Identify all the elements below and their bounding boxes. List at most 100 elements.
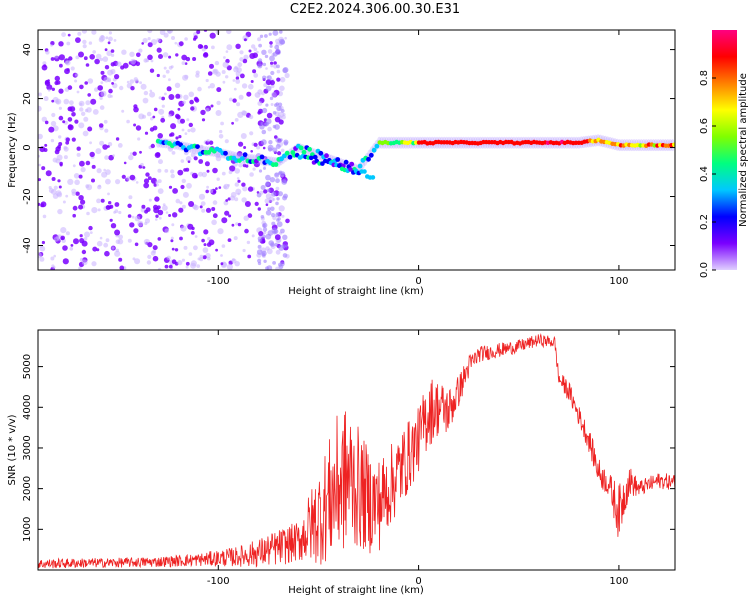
noise-dot: [279, 76, 286, 83]
noise-dot: [262, 62, 267, 67]
noise-dot: [212, 213, 218, 219]
noise-dot: [140, 83, 147, 90]
noise-dot: [133, 104, 138, 109]
noise-dot: [265, 103, 269, 107]
noise-dot: [190, 260, 197, 267]
noise-dot: [149, 68, 155, 73]
noise-dot: [147, 42, 153, 48]
noise-dot: [272, 147, 278, 153]
noise-dot: [76, 90, 80, 94]
noise-dot: [68, 56, 73, 61]
noise-dot: [70, 66, 75, 71]
noise-dot: [88, 225, 93, 231]
noise-dot: [114, 250, 121, 257]
noise-dot: [226, 263, 233, 270]
noise-dot: [234, 118, 239, 122]
noise-dot: [256, 50, 259, 54]
y-tick-label: -40: [22, 237, 33, 253]
noise-dot: [279, 30, 283, 34]
noise-dot: [115, 179, 121, 185]
noise-dot: [141, 42, 144, 45]
noise-dot: [282, 234, 288, 240]
noise-dot: [167, 30, 173, 34]
noise-dot: [105, 178, 111, 185]
noise-dot: [216, 177, 220, 181]
colorbar-tick-label: 0.0: [699, 262, 710, 278]
noise-dot: [46, 84, 53, 91]
noise-dot: [204, 161, 210, 167]
noise-dot: [100, 90, 107, 97]
noise-dot: [280, 39, 286, 45]
noise-dot: [231, 121, 235, 125]
noise-dot: [139, 150, 142, 154]
noise-dot: [79, 107, 84, 112]
noise-dot: [55, 98, 62, 105]
noise-dot: [263, 259, 267, 263]
noise-dot: [56, 154, 63, 161]
noise-dot: [243, 38, 247, 42]
noise-dot: [48, 126, 55, 133]
noise-dot: [269, 177, 276, 183]
spectral-peak: [672, 142, 675, 147]
x-tick-label: -100: [207, 276, 230, 287]
noise-dot: [271, 221, 276, 226]
noise-dot: [235, 43, 241, 49]
noise-dot: [163, 32, 169, 38]
noise-dot: [251, 234, 255, 238]
noise-dot: [123, 161, 127, 165]
noise-dot: [194, 174, 198, 179]
noise-dot: [82, 130, 89, 137]
noise-dot: [257, 37, 262, 42]
noise-dot: [168, 113, 172, 118]
noise-dot: [207, 71, 213, 76]
noise-dot: [158, 54, 163, 59]
noise-dot: [277, 191, 283, 197]
noise-dot: [265, 85, 272, 92]
noise-dot: [263, 230, 267, 235]
noise-dot: [104, 155, 109, 160]
noise-dot: [274, 242, 279, 247]
noise-dot: [110, 62, 116, 67]
x-tick-label: 100: [609, 576, 628, 587]
noise-dot: [240, 73, 245, 79]
spectral-peak: [366, 156, 371, 162]
noise-dot: [264, 54, 269, 59]
noise-dot: [276, 77, 281, 82]
noise-dot: [242, 186, 248, 192]
noise-dot: [205, 78, 209, 83]
noise-dot: [273, 61, 277, 65]
noise-dot: [172, 212, 178, 218]
noise-dot: [228, 97, 233, 102]
noise-dot: [275, 38, 280, 44]
noise-dot: [257, 236, 263, 242]
noise-dot: [38, 252, 42, 259]
noise-dot: [96, 240, 103, 247]
noise-dot: [257, 244, 262, 249]
noise-dot: [203, 229, 209, 235]
noise-dot: [164, 169, 169, 173]
noise-dot: [262, 75, 267, 80]
noise-dot: [130, 86, 135, 91]
noise-dot: [175, 136, 179, 140]
noise-dot: [205, 107, 210, 113]
noise-dot: [258, 108, 264, 114]
noise-dot: [236, 102, 241, 107]
noise-dot: [243, 215, 249, 221]
noise-dot: [74, 179, 80, 186]
noise-dot: [183, 94, 189, 101]
noise-dot: [42, 214, 47, 219]
colorbar-tick-label: 0.4: [699, 166, 710, 182]
noise-dot: [252, 69, 257, 74]
noise-dot: [261, 250, 267, 256]
noise-dot: [180, 118, 185, 124]
noise-dot: [220, 254, 223, 257]
noise-dot: [235, 188, 242, 195]
noise-dot: [193, 156, 198, 161]
noise-dot: [119, 265, 125, 270]
noise-dot: [81, 111, 86, 117]
noise-dot: [53, 185, 58, 190]
noise-dot: [278, 119, 284, 125]
noise-dot: [194, 235, 198, 238]
noise-dot: [200, 201, 206, 207]
noise-dot: [260, 121, 264, 125]
